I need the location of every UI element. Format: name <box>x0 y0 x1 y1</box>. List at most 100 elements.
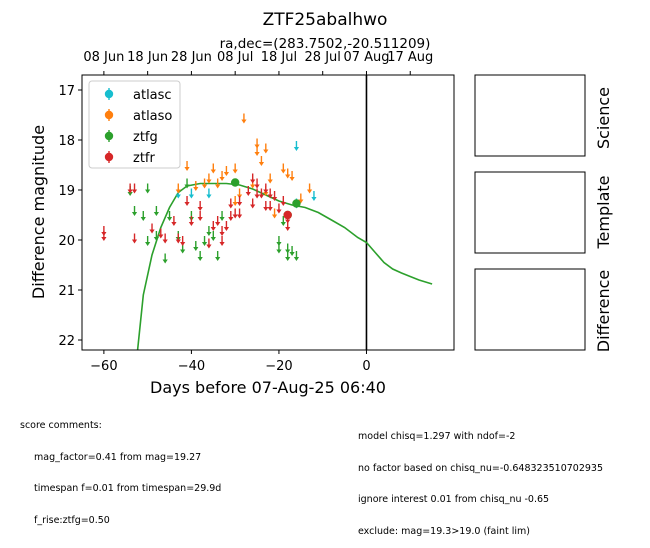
ztfg-upper-limit-point <box>219 211 225 221</box>
upper-limit-head <box>131 189 138 194</box>
upper-limit-head <box>153 212 159 216</box>
upper-limit-head <box>219 232 225 236</box>
legend-label: atlaso <box>133 109 172 124</box>
ztfr-upper-limit-point <box>206 238 212 249</box>
legend-frame <box>88 80 181 169</box>
upper-limit-head <box>158 234 164 239</box>
score-comment-line: timespan f=0.01 from timespan=29.9d <box>34 483 222 494</box>
atlaso-upper-limit-point <box>289 171 295 181</box>
atlaso-upper-limit-point <box>184 161 190 171</box>
ztfg-upper-limit-point <box>153 206 159 216</box>
top-tick-label: 08 Jun <box>83 50 124 65</box>
legend-item-ztfr: ztfr <box>104 151 155 166</box>
upper-limit-head <box>263 189 269 194</box>
ztfr-upper-limit-point <box>271 191 278 201</box>
ztfg-upper-limit-point <box>145 183 151 194</box>
upper-limit-head <box>127 189 133 194</box>
ztfg-upper-limit-point <box>293 251 300 261</box>
series-ztfr-detections <box>283 210 292 220</box>
upper-limit-head <box>267 207 273 211</box>
upper-limit-head <box>140 217 146 221</box>
upper-limit-head <box>271 214 278 219</box>
light-curve-figure: ZTF25abalhwo ra,dec=(283.7502,-20.511209… <box>29 10 613 397</box>
upper-limit-head <box>162 259 168 264</box>
ztfr-upper-limit-point <box>131 183 138 194</box>
upper-limit-head <box>149 229 155 234</box>
x-tick-label: −60 <box>90 359 117 374</box>
chart-subtitle: ra,dec=(283.7502,-20.511209) <box>220 36 431 52</box>
upper-limit-head <box>219 177 225 181</box>
ztfg-upper-limit-point <box>193 241 199 251</box>
upper-limit-head <box>197 207 203 211</box>
series-atlasc <box>175 141 317 209</box>
upper-limit-head <box>175 239 181 244</box>
plot-frame <box>81 74 455 351</box>
upper-limit-head <box>180 242 186 246</box>
upper-limit-head <box>184 184 190 189</box>
upper-limit-head <box>219 242 225 246</box>
upper-limit-head <box>223 172 230 176</box>
ztfg-upper-limit-point <box>206 226 212 236</box>
template-label: Template <box>594 175 613 249</box>
ztfr-upper-limit-point <box>236 208 243 219</box>
atlaso-upper-limit-point <box>175 183 181 194</box>
upper-limit-head <box>153 237 159 241</box>
legend-marker <box>104 152 114 162</box>
legend-label: ztfg <box>133 130 158 145</box>
ztfg-detection-point <box>230 178 240 187</box>
atlaso-upper-limit-point <box>201 178 208 189</box>
ztfg-upper-limit-point <box>280 216 286 226</box>
ztfg-upper-limit-point <box>276 243 282 254</box>
upper-limit-head <box>267 194 273 199</box>
upper-limit-head <box>215 184 221 189</box>
ztfg-upper-limit-point <box>162 253 168 264</box>
upper-limit-head <box>267 179 273 184</box>
upper-limit-head <box>245 192 251 196</box>
ztfr-upper-limit-point <box>223 221 230 231</box>
top-tick-label: 07 Aug <box>343 50 389 65</box>
ztfr-upper-limit-point <box>267 188 273 199</box>
ztfr-upper-limit-point <box>219 236 225 246</box>
ztfr-upper-limit-point <box>245 186 251 196</box>
upper-limit-head <box>241 119 247 124</box>
science-label: Science <box>594 87 613 149</box>
upper-limit-head <box>289 252 295 256</box>
ztfr-upper-limit-point <box>158 228 164 239</box>
atlaso-upper-limit-point <box>232 163 238 174</box>
atlaso-upper-limit-point <box>306 183 313 194</box>
upper-limit-head <box>193 247 199 251</box>
upper-limit-head <box>188 194 195 199</box>
x-tick-label: −20 <box>265 359 292 374</box>
y-tick-label: 18 <box>58 134 75 149</box>
ztfr-upper-limit-point <box>232 208 238 219</box>
legend-marker <box>104 89 114 99</box>
upper-limit-head <box>101 237 107 241</box>
model-comment-line: ignore interest 0.01 from chisq_nu -0.65 <box>358 494 550 505</box>
upper-limit-head <box>254 194 260 199</box>
ztfr-upper-limit-point <box>228 198 234 209</box>
ztfg-upper-limit-point <box>184 178 190 189</box>
upper-limit-head <box>280 222 286 226</box>
upper-limit-head <box>285 227 291 231</box>
upper-limit-head <box>210 237 216 241</box>
atlasc-upper-limit-point <box>188 188 195 199</box>
upper-limit-head <box>258 162 265 166</box>
ztfr-upper-limit-point <box>263 201 269 211</box>
ztfr-upper-limit-point <box>258 188 265 199</box>
upper-limit-head <box>254 184 260 189</box>
series-ztfr <box>101 173 291 249</box>
ztfr-upper-limit-point <box>149 223 155 234</box>
upper-limit-head <box>219 217 225 221</box>
ztfr-upper-limit-point <box>236 196 243 206</box>
template-image-frame <box>474 171 586 254</box>
upper-limit-head <box>311 197 317 201</box>
ztfg-upper-limit-point <box>145 236 151 246</box>
ztfr-upper-limit-point <box>254 188 260 199</box>
x-axis-label: Days before 07-Aug-25 06:40 <box>150 378 386 397</box>
upper-limit-head <box>162 239 168 244</box>
upper-limit-head <box>145 242 151 246</box>
atlaso-upper-limit-point <box>215 178 221 189</box>
upper-limit-head <box>232 214 238 219</box>
upper-limit-head <box>258 194 265 199</box>
legend-marker <box>104 110 114 120</box>
